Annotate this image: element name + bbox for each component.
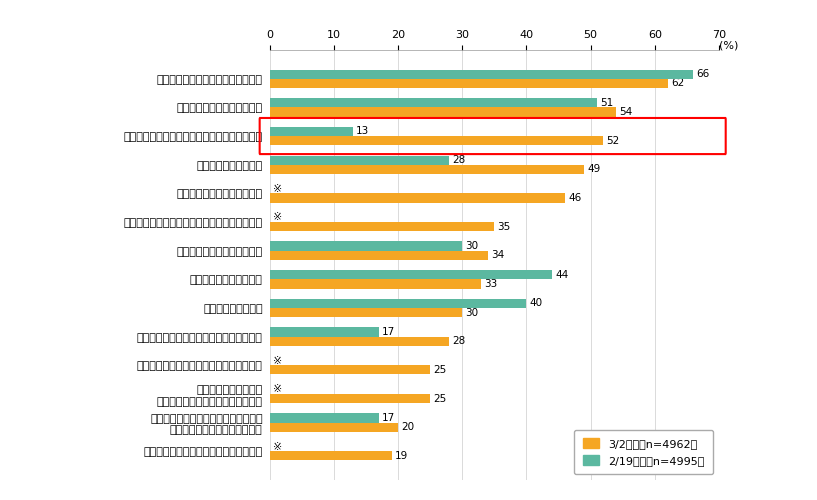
Text: ※: ※ bbox=[273, 212, 282, 222]
Text: ※: ※ bbox=[273, 384, 282, 394]
Bar bbox=[270, 452, 391, 460]
Bar bbox=[270, 394, 430, 403]
Text: 49: 49 bbox=[587, 164, 600, 174]
Text: 40: 40 bbox=[529, 298, 542, 308]
Text: 34: 34 bbox=[491, 250, 504, 260]
Bar bbox=[270, 328, 379, 336]
Bar bbox=[270, 270, 552, 280]
Text: 54: 54 bbox=[619, 107, 632, 117]
Bar bbox=[270, 414, 379, 422]
Text: 44: 44 bbox=[556, 270, 569, 280]
Text: (%): (%) bbox=[719, 40, 739, 50]
Bar bbox=[270, 98, 597, 108]
Text: 28: 28 bbox=[453, 336, 466, 346]
Text: 35: 35 bbox=[498, 222, 511, 232]
Text: ※: ※ bbox=[273, 184, 282, 194]
Bar bbox=[270, 194, 565, 202]
Bar bbox=[270, 108, 616, 116]
Bar bbox=[270, 250, 488, 260]
Text: 25: 25 bbox=[433, 394, 447, 404]
Text: 33: 33 bbox=[484, 279, 498, 289]
Text: ※: ※ bbox=[273, 356, 282, 366]
Text: 13: 13 bbox=[356, 126, 369, 136]
Text: 52: 52 bbox=[607, 136, 620, 145]
Text: 25: 25 bbox=[433, 365, 447, 375]
Bar bbox=[270, 222, 494, 231]
Bar bbox=[270, 242, 462, 250]
Bar bbox=[270, 336, 449, 346]
Text: 51: 51 bbox=[600, 98, 614, 108]
Text: ※: ※ bbox=[273, 442, 282, 452]
Bar bbox=[270, 308, 462, 317]
Bar bbox=[270, 156, 449, 164]
Legend: 3/2調査（n=4962）, 2/19調査（n=4995）: 3/2調査（n=4962）, 2/19調査（n=4995） bbox=[574, 430, 713, 474]
Bar bbox=[270, 78, 667, 88]
Bar bbox=[270, 422, 398, 432]
Text: 62: 62 bbox=[671, 78, 684, 88]
Text: 28: 28 bbox=[453, 155, 466, 165]
Bar bbox=[270, 136, 604, 145]
Text: 20: 20 bbox=[401, 422, 414, 432]
Text: 66: 66 bbox=[696, 69, 710, 79]
Text: 30: 30 bbox=[466, 241, 479, 251]
Bar bbox=[270, 164, 584, 174]
Bar bbox=[270, 299, 526, 308]
Text: 30: 30 bbox=[466, 308, 479, 318]
Bar bbox=[270, 70, 694, 78]
Text: 19: 19 bbox=[395, 451, 408, 461]
Text: 17: 17 bbox=[382, 327, 395, 337]
Text: 46: 46 bbox=[568, 193, 582, 203]
Bar bbox=[270, 280, 481, 288]
Bar bbox=[270, 366, 430, 374]
Bar bbox=[270, 127, 353, 136]
Text: 17: 17 bbox=[382, 413, 395, 423]
